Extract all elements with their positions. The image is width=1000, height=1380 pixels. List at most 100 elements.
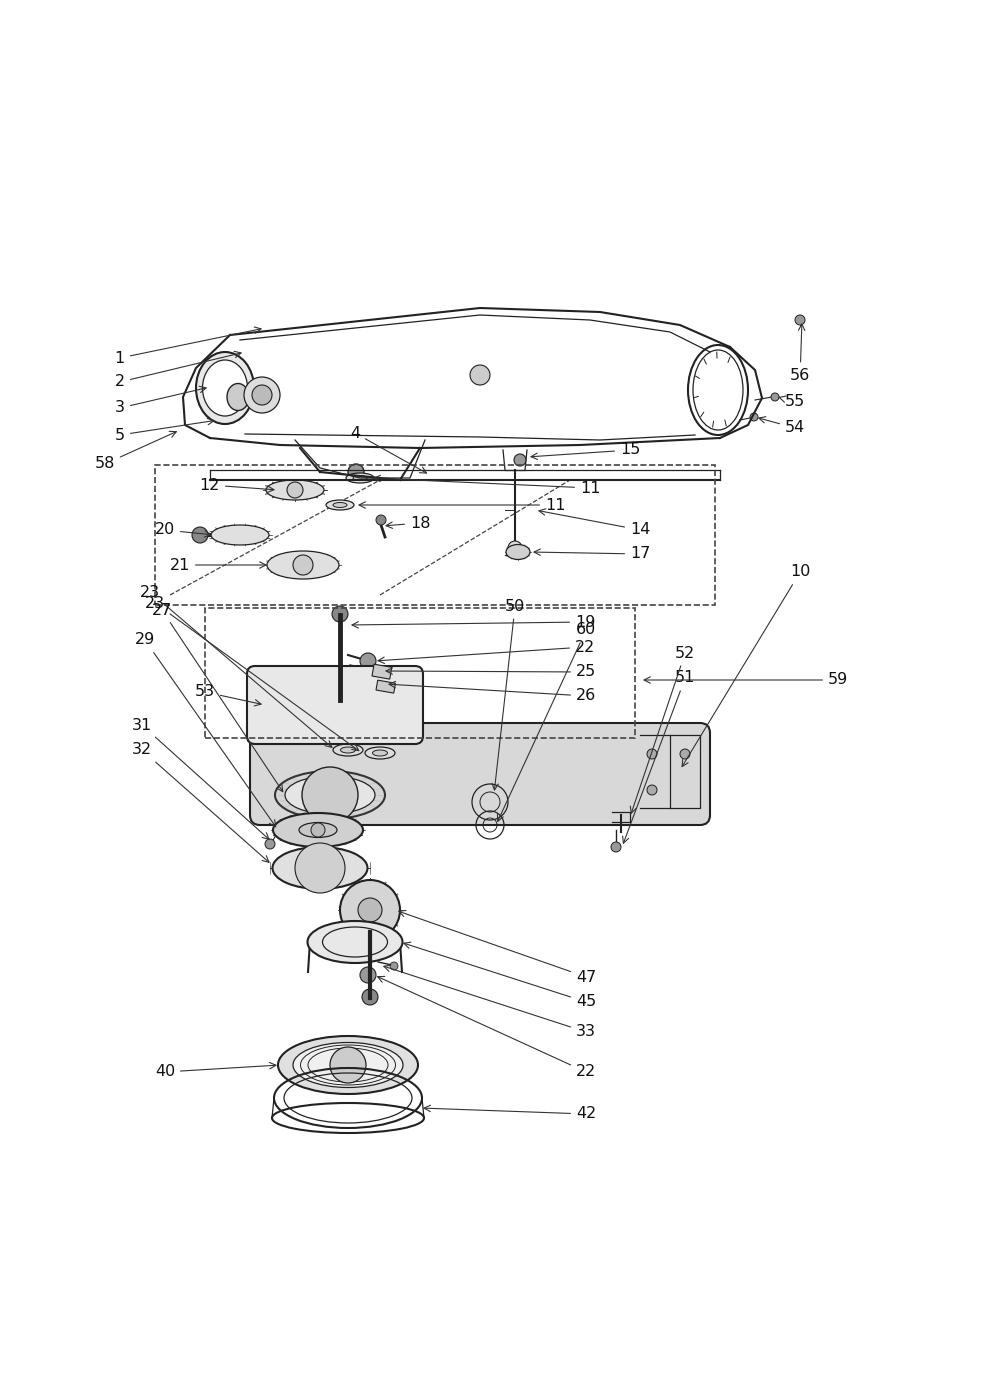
Text: 53: 53 xyxy=(195,684,261,707)
Circle shape xyxy=(611,842,621,851)
Ellipse shape xyxy=(196,352,254,424)
Text: 1: 1 xyxy=(115,327,261,366)
Circle shape xyxy=(293,555,313,575)
Text: 54: 54 xyxy=(759,417,805,436)
Text: 26: 26 xyxy=(389,682,596,704)
FancyBboxPatch shape xyxy=(250,723,710,825)
Bar xyxy=(376,680,395,693)
Circle shape xyxy=(750,413,758,421)
Text: 19: 19 xyxy=(352,614,595,629)
Circle shape xyxy=(395,675,405,684)
Text: 5: 5 xyxy=(115,418,214,443)
Text: 22: 22 xyxy=(378,977,596,1079)
Text: 21: 21 xyxy=(170,558,266,573)
Ellipse shape xyxy=(353,476,367,480)
Circle shape xyxy=(295,843,345,893)
Ellipse shape xyxy=(293,1042,403,1087)
Circle shape xyxy=(192,527,208,542)
Circle shape xyxy=(514,454,526,466)
Text: 55: 55 xyxy=(779,395,805,410)
Circle shape xyxy=(360,967,376,983)
Text: 27: 27 xyxy=(152,603,283,792)
Ellipse shape xyxy=(333,744,363,756)
Text: 42: 42 xyxy=(424,1105,596,1122)
Ellipse shape xyxy=(340,747,356,753)
Circle shape xyxy=(332,606,348,622)
Text: 25: 25 xyxy=(386,665,596,679)
Ellipse shape xyxy=(273,813,363,847)
Bar xyxy=(372,664,392,679)
Text: 4: 4 xyxy=(350,425,426,473)
Text: 3: 3 xyxy=(115,386,206,415)
Text: 50: 50 xyxy=(492,599,525,789)
Circle shape xyxy=(795,315,805,326)
Ellipse shape xyxy=(333,502,347,508)
Ellipse shape xyxy=(266,480,324,500)
Ellipse shape xyxy=(278,1036,418,1094)
Circle shape xyxy=(244,377,280,413)
Text: 33: 33 xyxy=(384,965,596,1039)
Circle shape xyxy=(470,364,490,385)
Text: 14: 14 xyxy=(539,509,650,537)
Text: 15: 15 xyxy=(531,443,640,460)
Circle shape xyxy=(362,989,378,1005)
Circle shape xyxy=(348,464,364,480)
Ellipse shape xyxy=(372,749,388,756)
Circle shape xyxy=(265,723,275,733)
Circle shape xyxy=(390,962,398,970)
Circle shape xyxy=(302,767,358,822)
Text: 32: 32 xyxy=(132,742,269,862)
Circle shape xyxy=(647,749,657,759)
Text: 47: 47 xyxy=(399,911,596,984)
Circle shape xyxy=(311,822,325,838)
Text: 51: 51 xyxy=(623,671,695,843)
Text: 17: 17 xyxy=(534,546,650,562)
Bar xyxy=(205,609,635,738)
Ellipse shape xyxy=(308,920,402,963)
Ellipse shape xyxy=(275,771,385,818)
Circle shape xyxy=(771,393,779,402)
Ellipse shape xyxy=(202,360,248,415)
Circle shape xyxy=(265,675,275,684)
Text: 60: 60 xyxy=(497,622,596,821)
Ellipse shape xyxy=(506,545,530,559)
Text: 2: 2 xyxy=(115,352,241,389)
Ellipse shape xyxy=(326,500,354,511)
Ellipse shape xyxy=(227,384,249,410)
Text: 59: 59 xyxy=(644,672,848,687)
Text: 40: 40 xyxy=(155,1063,276,1079)
Ellipse shape xyxy=(346,473,374,483)
Ellipse shape xyxy=(365,747,395,759)
Circle shape xyxy=(265,839,275,849)
Circle shape xyxy=(508,541,522,555)
Ellipse shape xyxy=(299,822,337,838)
Ellipse shape xyxy=(272,847,368,889)
Circle shape xyxy=(330,1047,366,1083)
Circle shape xyxy=(360,653,376,669)
Text: 11: 11 xyxy=(359,498,566,512)
Text: 31: 31 xyxy=(132,718,269,839)
Text: 58: 58 xyxy=(95,432,176,472)
Circle shape xyxy=(647,785,657,795)
Bar xyxy=(155,465,715,604)
Text: 20: 20 xyxy=(155,523,211,537)
Text: 12: 12 xyxy=(200,477,274,493)
Text: 10: 10 xyxy=(682,564,810,766)
Circle shape xyxy=(340,880,400,940)
Text: 18: 18 xyxy=(386,516,430,530)
FancyBboxPatch shape xyxy=(247,667,423,744)
Circle shape xyxy=(376,515,386,524)
Text: 52: 52 xyxy=(630,646,695,813)
Ellipse shape xyxy=(211,524,269,545)
Circle shape xyxy=(358,898,382,922)
Text: 23: 23 xyxy=(145,596,359,751)
Text: 22: 22 xyxy=(378,639,595,664)
Text: 56: 56 xyxy=(790,324,810,382)
Circle shape xyxy=(252,385,272,404)
Ellipse shape xyxy=(285,776,375,814)
Text: 23: 23 xyxy=(140,585,332,748)
Circle shape xyxy=(680,749,690,759)
Circle shape xyxy=(325,696,345,715)
Text: 29: 29 xyxy=(135,632,276,827)
Circle shape xyxy=(287,482,303,498)
